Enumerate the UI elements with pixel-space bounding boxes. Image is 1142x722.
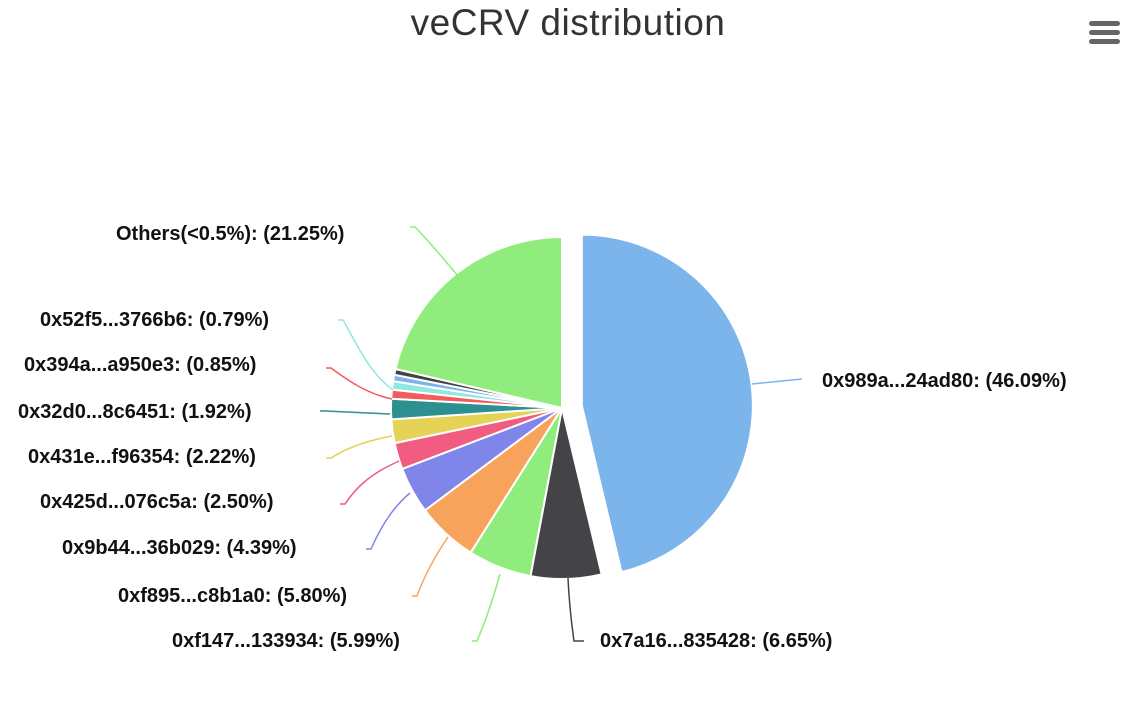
label-connector (320, 410, 391, 415)
slice-data-label: Others(<0.5%): (21.25%) (116, 223, 344, 245)
label-connector (338, 319, 394, 391)
slice-data-label: 0xf895...c8b1a0: (5.80%) (118, 585, 347, 607)
label-connector (410, 226, 459, 277)
label-connector (751, 378, 803, 385)
slice-data-label: 0xf147...133934: (5.99%) (172, 630, 400, 652)
label-connector (567, 577, 584, 642)
slice-data-label: 0x394a...a950e3: (0.85%) (24, 354, 256, 376)
label-connector (326, 435, 393, 459)
chart-title: veCRV distribution (410, 2, 726, 43)
chart-menu-button[interactable] (1086, 18, 1122, 48)
slice-data-label: 0x9b44...36b029: (4.39%) (62, 537, 297, 559)
label-connector (472, 573, 501, 642)
label-connector (366, 492, 411, 550)
label-connector (326, 367, 393, 400)
pie-slice[interactable] (580, 233, 754, 574)
label-connector (340, 460, 400, 505)
label-connector (412, 536, 449, 597)
slice-data-label: 0x32d0...8c6451: (1.92%) (18, 401, 252, 423)
slice-data-label: 0x7a16...835428: (6.65%) (600, 630, 832, 652)
slice-data-label: 0x431e...f96354: (2.22%) (28, 446, 256, 468)
slice-data-label: 0x989a...24ad80: (46.09%) (822, 370, 1067, 392)
slice-data-label: 0x425d...076c5a: (2.50%) (40, 491, 274, 513)
slice-data-label: 0x52f5...3766b6: (0.79%) (40, 309, 269, 331)
